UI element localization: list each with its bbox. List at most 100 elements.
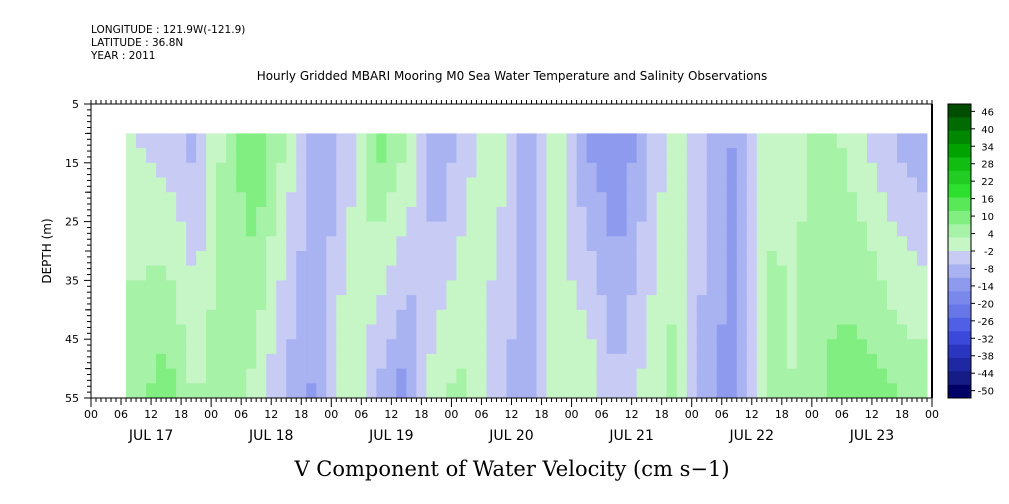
heatmap-cell bbox=[246, 192, 257, 208]
colorbar-tick-label: -8 bbox=[984, 264, 994, 275]
heatmap-cell bbox=[846, 192, 858, 208]
heatmap-cell bbox=[236, 280, 247, 296]
heatmap-cell bbox=[396, 353, 407, 369]
heatmap-cell bbox=[376, 295, 387, 311]
heatmap-cell bbox=[546, 192, 557, 208]
heatmap-cell bbox=[866, 162, 878, 178]
heatmap-cell bbox=[166, 280, 177, 296]
heatmap-cell bbox=[536, 309, 547, 325]
heatmap-cell bbox=[856, 148, 868, 164]
heatmap-cell bbox=[596, 295, 608, 311]
heatmap-cell bbox=[766, 309, 778, 325]
heatmap-cell bbox=[196, 280, 207, 296]
heatmap-cell bbox=[366, 383, 377, 399]
heatmap-cell bbox=[416, 309, 427, 325]
heatmap-cell bbox=[136, 221, 147, 237]
heatmap-cell bbox=[886, 339, 898, 355]
heatmap-cell bbox=[616, 236, 628, 252]
heatmap-cell bbox=[246, 295, 257, 311]
heatmap-cell bbox=[466, 206, 477, 222]
heatmap-cell bbox=[486, 280, 497, 296]
heatmap-cell bbox=[536, 236, 547, 252]
heatmap-cell bbox=[276, 148, 287, 164]
heatmap-cell bbox=[686, 295, 698, 311]
heatmap-cell bbox=[166, 177, 177, 193]
heatmap-cell bbox=[166, 368, 177, 384]
x-hour-label: 12 bbox=[745, 408, 759, 421]
heatmap-cell bbox=[656, 236, 668, 252]
heatmap-cell bbox=[186, 221, 197, 237]
heatmap-cell bbox=[356, 192, 367, 208]
heatmap-cell bbox=[696, 368, 708, 384]
heatmap-cell bbox=[496, 192, 507, 208]
heatmap-cell bbox=[796, 324, 808, 340]
heatmap-cell bbox=[436, 368, 447, 384]
heatmap-cell bbox=[886, 162, 898, 178]
heatmap-cell bbox=[786, 280, 798, 296]
heatmap-cell bbox=[416, 162, 427, 178]
heatmap-cell bbox=[686, 265, 698, 281]
heatmap-cell bbox=[916, 162, 928, 178]
heatmap-cell bbox=[666, 206, 678, 222]
heatmap-cell bbox=[896, 265, 908, 281]
heatmap-cell bbox=[646, 368, 658, 384]
heatmap-cell bbox=[696, 148, 708, 164]
heatmap-cell bbox=[816, 192, 828, 208]
heatmap-cell bbox=[806, 133, 818, 149]
heatmap-cell bbox=[266, 177, 277, 193]
heatmap-cell bbox=[426, 162, 437, 178]
heatmap-cell bbox=[656, 177, 668, 193]
heatmap-cell bbox=[456, 353, 467, 369]
heatmap-cell bbox=[716, 133, 728, 149]
heatmap-cell bbox=[396, 162, 407, 178]
heatmap-cell bbox=[796, 148, 808, 164]
heatmap-cell bbox=[486, 236, 497, 252]
heatmap-cell bbox=[716, 324, 728, 340]
heatmap-cell bbox=[356, 162, 367, 178]
colorbar-swatch bbox=[948, 157, 971, 172]
heatmap-cell bbox=[636, 162, 648, 178]
heatmap-cell bbox=[156, 133, 167, 149]
heatmap-cell bbox=[246, 177, 257, 193]
heatmap-cell bbox=[576, 177, 587, 193]
x-hour-label: 00 bbox=[84, 408, 98, 421]
heatmap-cell bbox=[606, 162, 618, 178]
heatmap-cell bbox=[776, 206, 788, 222]
heatmap-cell bbox=[756, 236, 768, 252]
heatmap-cell bbox=[196, 177, 207, 193]
heatmap-cell bbox=[656, 339, 668, 355]
heatmap-cell bbox=[426, 236, 437, 252]
heatmap-cell bbox=[326, 309, 337, 325]
heatmap-cell bbox=[856, 192, 868, 208]
heatmap-cell bbox=[676, 206, 688, 222]
x-hour-label: 06 bbox=[835, 408, 849, 421]
heatmap-cell bbox=[236, 383, 247, 399]
heatmap-cell bbox=[146, 236, 157, 252]
heatmap-cell bbox=[446, 368, 457, 384]
heatmap-cell bbox=[316, 368, 327, 384]
heatmap-cell bbox=[856, 324, 868, 340]
heatmap-cell bbox=[146, 295, 157, 311]
heatmap-cell bbox=[426, 221, 437, 237]
x-hour-label: 12 bbox=[625, 408, 639, 421]
heatmap-cell bbox=[126, 309, 137, 325]
heatmap-cell bbox=[586, 177, 597, 193]
heatmap-cell bbox=[286, 280, 297, 296]
heatmap-cell bbox=[776, 383, 788, 399]
heatmap-cell bbox=[516, 251, 527, 267]
heatmap-cell bbox=[166, 251, 177, 267]
heatmap-cell bbox=[356, 324, 367, 340]
heatmap-cell bbox=[616, 368, 628, 384]
heatmap-cell bbox=[336, 265, 347, 281]
heatmap-cell bbox=[736, 309, 748, 325]
heatmap-cell bbox=[316, 295, 327, 311]
heatmap-cell bbox=[916, 295, 928, 311]
heatmap-cell bbox=[126, 383, 137, 399]
heatmap-cell bbox=[446, 177, 457, 193]
heatmap-cell bbox=[506, 236, 517, 252]
heatmap-cell bbox=[616, 295, 628, 311]
heatmap-cell bbox=[726, 295, 738, 311]
heatmap-cell bbox=[186, 265, 197, 281]
heatmap-cell bbox=[426, 265, 437, 281]
heatmap-cell bbox=[776, 236, 788, 252]
